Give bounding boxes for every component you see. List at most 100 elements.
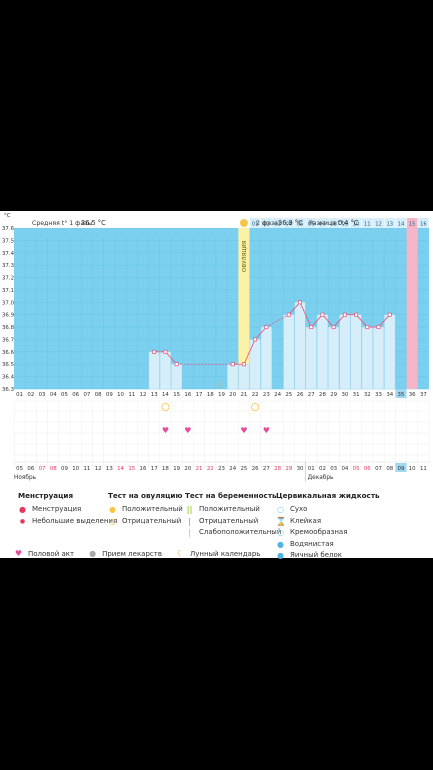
hourglass-icon: ⌛ [276,516,286,526]
temperature-point [264,325,269,330]
date-label: 28 [274,466,281,472]
phase2-day-cell [294,218,306,228]
temperature-point [230,362,235,367]
phase1-avg-value: 36.5 °C [81,219,106,227]
phase1-avg-label: Средняя t° 1 фазы [32,219,93,227]
phase2-day-cell [362,218,373,228]
phase2-day-label: 02 [263,222,270,228]
cycle-day-label: 16 [184,392,191,398]
date-label: 08 [386,466,393,472]
temperature-bar [316,314,328,390]
phase2-day-cell [305,218,317,228]
phase2-day-cell [339,218,351,228]
temperature-bar [238,364,250,390]
y-tick-label: 37.3 [2,263,14,269]
temperature-point [342,312,347,317]
date-label: 26 [252,466,259,472]
legend-item: Клейкая [290,516,322,525]
cycle-day-label: 15 [173,392,180,398]
date-label: 17 [151,466,158,472]
date-label: 14 [117,466,124,472]
date-label: 01 [308,466,315,472]
date-label: 03 [330,466,337,472]
date-label: 07 [375,466,382,472]
ovulation-label: ОВУЛЯЦИЯ [242,240,248,272]
bbt-chart: 01 02 03 04 05 06 07 08 09 10 11 12 13 14 15 16 Средняя … [2,213,430,482]
date-label: 05 [353,466,360,472]
cycle-day-label: 18 [207,392,214,398]
date-label: 23 [218,466,225,472]
date-label: 21 [196,466,203,472]
legend-pregnancy-test-title: Тест на беременность [185,491,277,500]
ovulation-sun-icon [239,219,248,227]
cycle-day-label: 14 [162,392,169,398]
diff-value: 0.4 °C [338,219,359,227]
temperature-point [174,362,179,367]
double-bar-icon: || [186,505,193,515]
date-label: 09 [398,466,405,472]
legend-ovulation-test: Тест на овуляцию ● Положительный ○ Отрицат… [108,491,183,527]
temperature-point [331,325,336,330]
temperature-bar [159,351,171,390]
phase2-day-label: 01 [252,222,259,228]
date-label: 10 [409,466,416,472]
heart-icon: ♥ [263,426,270,435]
chart-panel: 01 02 03 04 05 06 07 08 09 10 11 12 13 14 15 16 Средняя … [0,211,433,560]
phase2-day-cell [283,218,295,228]
date-label: 06 [27,466,34,472]
today-highlight [395,389,407,398]
temperature-line-segment [355,314,368,328]
date-label: 29 [285,466,292,472]
phase2-day-cell [395,218,407,228]
circle-filled-icon: ● [109,505,116,515]
heart-icon: ♥ [14,549,23,558]
date-label: 11 [83,466,90,472]
date-label: 30 [297,466,304,472]
moon-icon: ☾ [176,549,185,558]
phase2-day-label: 14 [398,222,405,228]
cycle-day-label: 27 [308,392,315,398]
temperature-bar [384,314,396,390]
date-label: 20 [184,466,191,472]
phase2-avg-label: 2 фаза [256,220,278,227]
temperature-line-segment [310,314,323,328]
legend-item: Прием лекарств [102,549,162,558]
y-tick-label: 36.4 [2,375,15,381]
cycle-day-label: 36 [409,392,416,398]
y-tick-label: 37.2 [2,276,14,282]
y-tick-label: 36.6 [2,350,15,356]
temperature-point [387,312,392,317]
circle-outline-icon: ○ [277,505,284,515]
temperature-bar [283,314,295,390]
cycle-day-label: 33 [375,392,382,398]
cycle-day-label: 28 [319,392,326,398]
legend-item: Водянистая [290,539,334,548]
y-tick-label: 37.6 [2,226,15,232]
legend-item: Кремообразная [290,528,348,536]
phase2-day-label: 15 [409,222,416,228]
ovulation-test-negative-icon [251,402,260,411]
cycle-day-label: 04 [50,392,57,398]
pink-day-column [406,228,418,389]
phase2-day-label: 05 [297,222,304,228]
legend-menstruation: Менструация ● Менструация ● Небольшие выде… [18,491,117,527]
circle-outline-icon: ○ [109,516,116,526]
phase2-day-label: 04 [285,222,292,228]
temperature-bar [171,364,183,390]
date-label: 19 [173,466,180,472]
ovulation-column [238,228,250,389]
ovulation-test-negative-icon [161,402,170,411]
temperature-point [354,312,359,317]
diff-label: Разница t° [309,219,343,227]
phase2-day-label: 12 [375,222,382,228]
cream-icon: ○ [277,528,284,538]
temperature-line-segment [288,302,301,315]
cycle-day-label: 13 [151,392,158,398]
temperature-line-segment [266,314,289,328]
y-tick-label: 37.5 [2,238,14,244]
temperature-point [309,325,314,330]
y-tick-label: 37.0 [2,300,15,306]
single-bar-icon: | [188,516,191,526]
phase2-day-cell [317,218,328,228]
phase2-day-cell [328,218,339,228]
